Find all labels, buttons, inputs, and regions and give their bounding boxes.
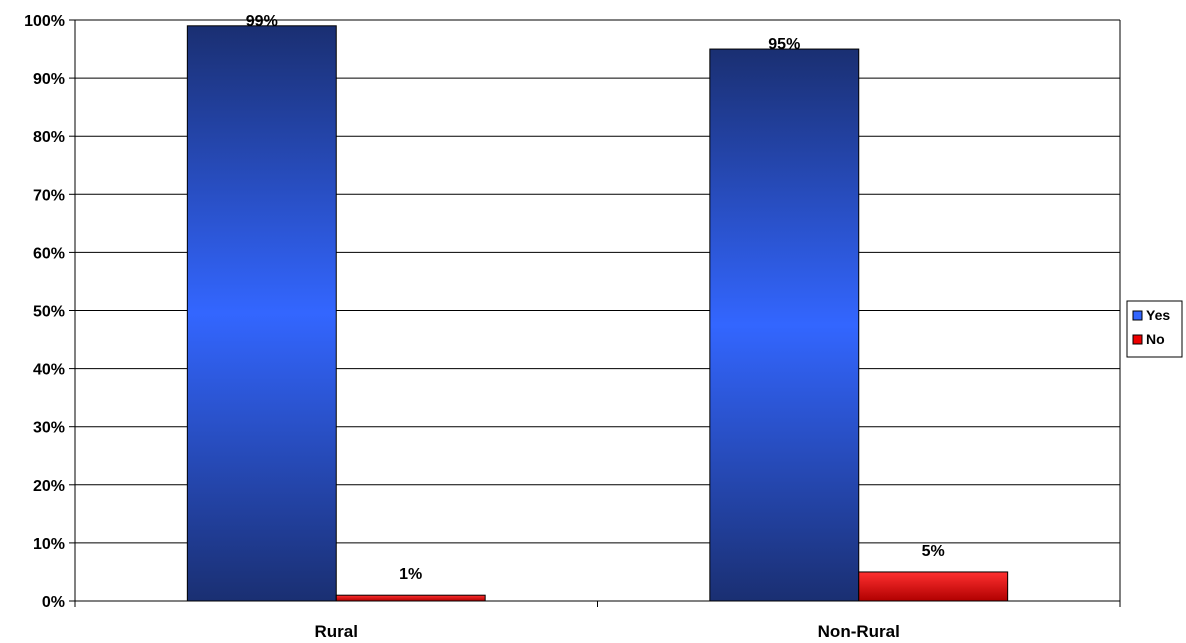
y-tick-label: 30%: [33, 420, 65, 437]
y-tick-label: 20%: [33, 478, 65, 495]
data-label: 1%: [399, 566, 422, 583]
data-label: 95%: [768, 36, 800, 53]
legend-label-no: No: [1146, 331, 1165, 347]
legend-label-yes: Yes: [1146, 307, 1170, 323]
y-tick-label: 0%: [42, 594, 65, 611]
bars: [186, 25, 1009, 602]
y-tick-label: 10%: [33, 536, 65, 553]
bar-no-non-rural: [858, 571, 1009, 602]
y-tick-label: 40%: [33, 362, 65, 379]
data-labels: 99% 1% 95% 5%: [246, 13, 945, 583]
category-label: Rural: [315, 622, 358, 641]
legend-swatch-yes: [1132, 310, 1143, 321]
legend-box: [1126, 300, 1183, 358]
data-label: 99%: [246, 13, 278, 30]
y-tick-labels: 0% 10% 20% 30% 40% 50% 60% 70% 80% 90% 100%: [24, 13, 65, 611]
bar-yes-rural: [186, 25, 337, 602]
y-tick-label: 50%: [33, 304, 65, 321]
legend-swatch-no: [1132, 334, 1143, 345]
bar-yes-non-rural: [709, 48, 860, 602]
data-label: 5%: [922, 543, 945, 560]
y-tick-label: 60%: [33, 245, 65, 262]
y-tick-label: 70%: [33, 187, 65, 204]
category-label: Non-Rural: [818, 622, 900, 641]
y-tick-label: 80%: [33, 129, 65, 146]
y-tick-label: 90%: [33, 71, 65, 88]
bar-no-rural: [335, 594, 486, 602]
y-tick-label: 100%: [24, 13, 65, 30]
legend: Yes No: [1126, 300, 1183, 358]
category-labels: Rural Non-Rural: [315, 622, 900, 641]
